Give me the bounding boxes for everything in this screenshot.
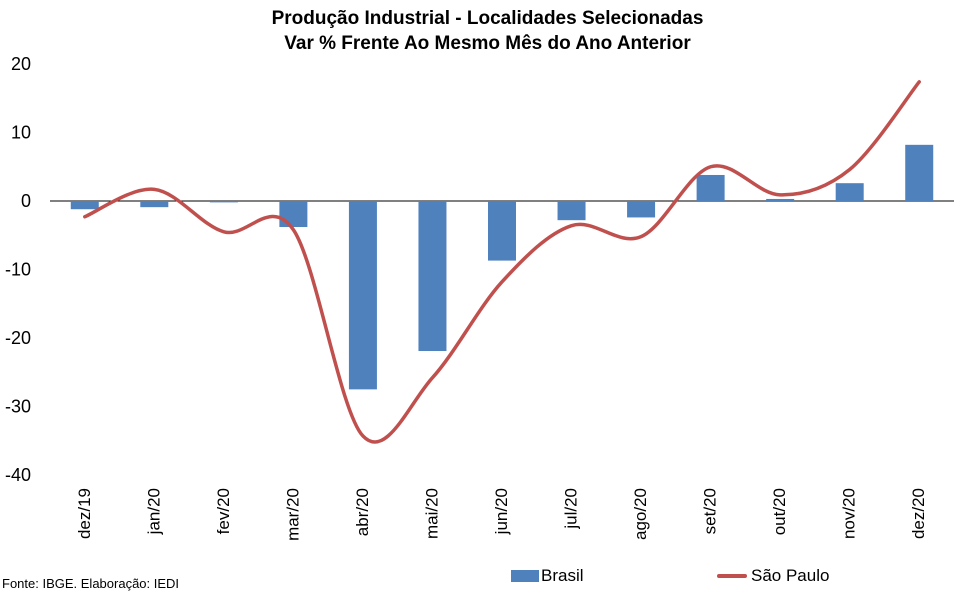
x-tick-label: dez/19 — [75, 488, 94, 539]
bar-brasil — [279, 201, 308, 228]
x-tick-label: ago/20 — [631, 488, 650, 540]
bar-brasil — [627, 201, 656, 218]
bar-brasil — [835, 183, 864, 201]
y-tick-label: -20 — [5, 328, 31, 348]
chart-title-block: Produção Industrial - Localidades Seleci… — [0, 6, 961, 56]
bar-brasil — [209, 201, 238, 203]
x-tick-label: nov/20 — [840, 488, 859, 539]
legend-item-brasil: Brasil — [511, 565, 584, 587]
x-tick-label: out/20 — [770, 488, 789, 535]
legend-label-sao-paulo: São Paulo — [751, 566, 830, 585]
bar-brasil — [348, 201, 377, 390]
bar-brasil — [766, 198, 795, 201]
bar-brasil — [488, 201, 516, 261]
x-tick-label: fev/20 — [214, 488, 233, 534]
x-tick-label: mai/20 — [422, 488, 441, 539]
bar-brasil — [140, 201, 169, 208]
x-tick-label: abr/20 — [353, 488, 372, 536]
x-tick-label: jul/20 — [562, 488, 581, 530]
x-tick-label: mar/20 — [283, 488, 302, 541]
y-tick-label: 10 — [11, 123, 31, 143]
source-note: Fonte: IBGE. Elaboração: IEDI — [2, 576, 180, 591]
y-tick-label: 0 — [21, 191, 31, 211]
chart-title: Produção Industrial - Localidades Seleci… — [271, 8, 704, 29]
x-tick-label: jan/20 — [144, 488, 163, 535]
bar-brasil — [696, 174, 725, 201]
legend-item-sao-paulo: São Paulo — [717, 565, 829, 587]
x-tick-label: jun/20 — [492, 488, 511, 535]
bar-brasil — [557, 201, 586, 221]
legend-label-brasil: Brasil — [541, 566, 584, 585]
legend-swatch-brasil — [511, 570, 539, 582]
chart-subtitle: Var % Frente Ao Mesmo Mês do Ano Anterio… — [284, 33, 691, 54]
x-tick-label: dez/20 — [909, 488, 928, 539]
bar-brasil — [70, 201, 99, 210]
bar-brasil — [905, 144, 934, 201]
y-tick-label: -10 — [5, 260, 31, 280]
line-sao-paulo — [83, 80, 921, 444]
y-tick-label: -30 — [5, 397, 31, 417]
y-tick-label: -40 — [5, 465, 31, 485]
x-tick-label: set/20 — [701, 488, 720, 534]
y-tick-label: 20 — [11, 54, 31, 74]
legend-swatch-sao-paulo — [717, 574, 747, 578]
bar-brasil — [418, 201, 447, 352]
